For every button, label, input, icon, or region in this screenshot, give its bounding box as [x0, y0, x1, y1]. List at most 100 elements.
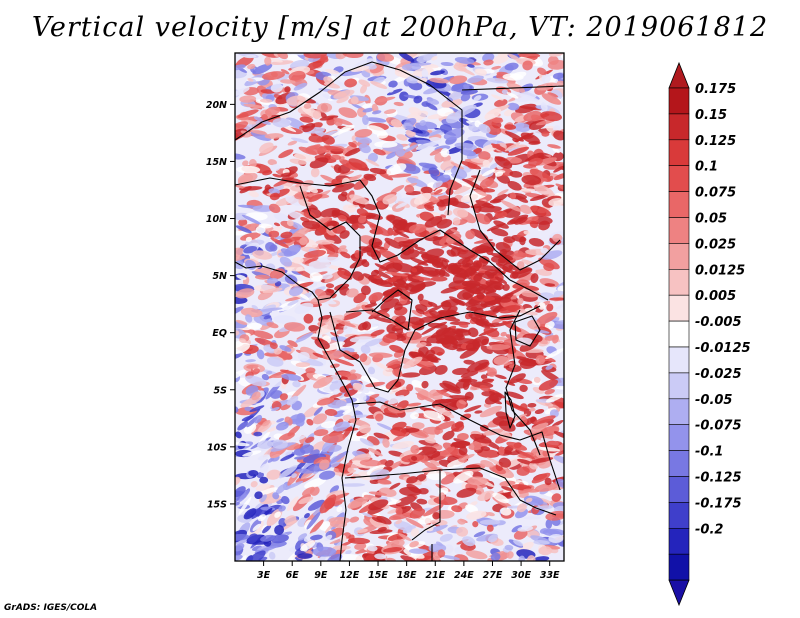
field-blob	[506, 391, 524, 400]
field-blob	[353, 179, 369, 190]
field-blob	[342, 409, 352, 415]
field-blob	[248, 190, 259, 198]
field-blob	[257, 454, 270, 461]
field-blob	[541, 93, 562, 105]
field-blob	[411, 309, 423, 317]
field-blob	[324, 534, 333, 542]
field-blob	[336, 329, 344, 335]
field-blob	[537, 67, 547, 76]
border-west-africa	[235, 177, 549, 301]
y-tick-label-3: 5N	[212, 271, 227, 282]
field-blob	[486, 512, 495, 517]
field-blob	[483, 310, 498, 318]
field-blob	[404, 184, 415, 194]
field-blob	[267, 57, 283, 63]
field-blob	[500, 200, 522, 212]
field-blob	[521, 290, 541, 298]
field-blob	[262, 287, 283, 294]
field-blob	[320, 273, 333, 280]
field-blob	[528, 140, 541, 145]
field-blob	[313, 406, 323, 416]
field-blob	[291, 473, 297, 479]
field-blob	[430, 276, 448, 282]
field-blob	[424, 437, 437, 444]
chart-title: Vertical velocity [m/s] at 200hPa, VT: 2…	[31, 12, 769, 43]
field-blob	[544, 477, 552, 486]
field-blob	[312, 546, 337, 557]
field-blob	[395, 495, 416, 507]
field-blob	[402, 428, 420, 433]
field-blob	[412, 422, 425, 430]
colorbar-label-5: 0.05	[695, 212, 727, 227]
field-blob	[295, 266, 303, 272]
field-blob	[396, 278, 407, 285]
field-blob	[452, 272, 467, 284]
field-blob	[535, 119, 555, 126]
field-blob	[497, 296, 512, 303]
field-blob	[536, 311, 558, 325]
field-blob	[316, 397, 335, 406]
field-blob	[329, 520, 348, 528]
field-blob	[517, 297, 524, 305]
field-blob	[418, 162, 438, 170]
field-blob	[529, 407, 536, 412]
field-blob	[481, 390, 496, 397]
field-blob	[303, 249, 327, 259]
field-blob	[337, 270, 353, 281]
field-blob	[528, 462, 538, 470]
field-blob	[528, 237, 545, 247]
y-tick-label-5: 5S	[214, 385, 228, 396]
colorbar-segment-14	[668, 450, 690, 477]
field-blob	[248, 129, 268, 135]
field-blob	[247, 63, 256, 70]
field-blob	[426, 98, 440, 105]
field-blob	[360, 285, 371, 296]
field-blob	[236, 165, 261, 174]
field-blob	[245, 236, 252, 242]
field-blob	[262, 170, 273, 176]
colorbar-segment-15	[668, 476, 690, 503]
field-blob	[480, 446, 491, 451]
field-blob	[395, 148, 405, 157]
field-blob	[367, 366, 376, 375]
field-blob	[279, 236, 303, 243]
field-blob	[333, 421, 350, 432]
field-blob	[452, 177, 472, 188]
field-blob	[307, 499, 325, 511]
field-blob	[539, 425, 560, 437]
field-blob	[382, 333, 398, 344]
field-blob	[235, 554, 243, 561]
field-blob	[394, 230, 410, 239]
field-blob	[482, 159, 490, 168]
field-blob	[285, 520, 298, 526]
x-tick-label-3: 12E	[340, 570, 360, 581]
field-blob	[450, 162, 465, 170]
field-blob	[380, 298, 400, 311]
field-blob	[466, 510, 487, 520]
field-blob	[421, 68, 429, 78]
field-blob	[469, 433, 492, 444]
field-blob	[342, 204, 357, 213]
field-blob	[373, 316, 396, 324]
field-blob	[257, 440, 274, 450]
colorbar-top-arrow	[668, 61, 690, 89]
field-blob	[451, 268, 464, 273]
field-blob	[279, 393, 288, 401]
field-blob	[320, 207, 341, 218]
field-blob	[409, 412, 420, 420]
field-blob	[513, 250, 524, 257]
x-tick-label-2: 9E	[314, 570, 328, 581]
field-blob	[467, 476, 488, 486]
field-blob	[315, 239, 335, 245]
field-blob	[421, 253, 435, 264]
field-blob	[358, 143, 371, 154]
field-blob	[513, 539, 524, 547]
field-blob	[480, 374, 488, 380]
field-blob	[527, 402, 537, 408]
field-blob	[286, 95, 306, 106]
field-blob	[275, 483, 287, 495]
field-blob	[479, 384, 491, 392]
field-blob	[533, 376, 541, 383]
field-blob	[236, 274, 247, 280]
field-blob	[313, 429, 329, 437]
